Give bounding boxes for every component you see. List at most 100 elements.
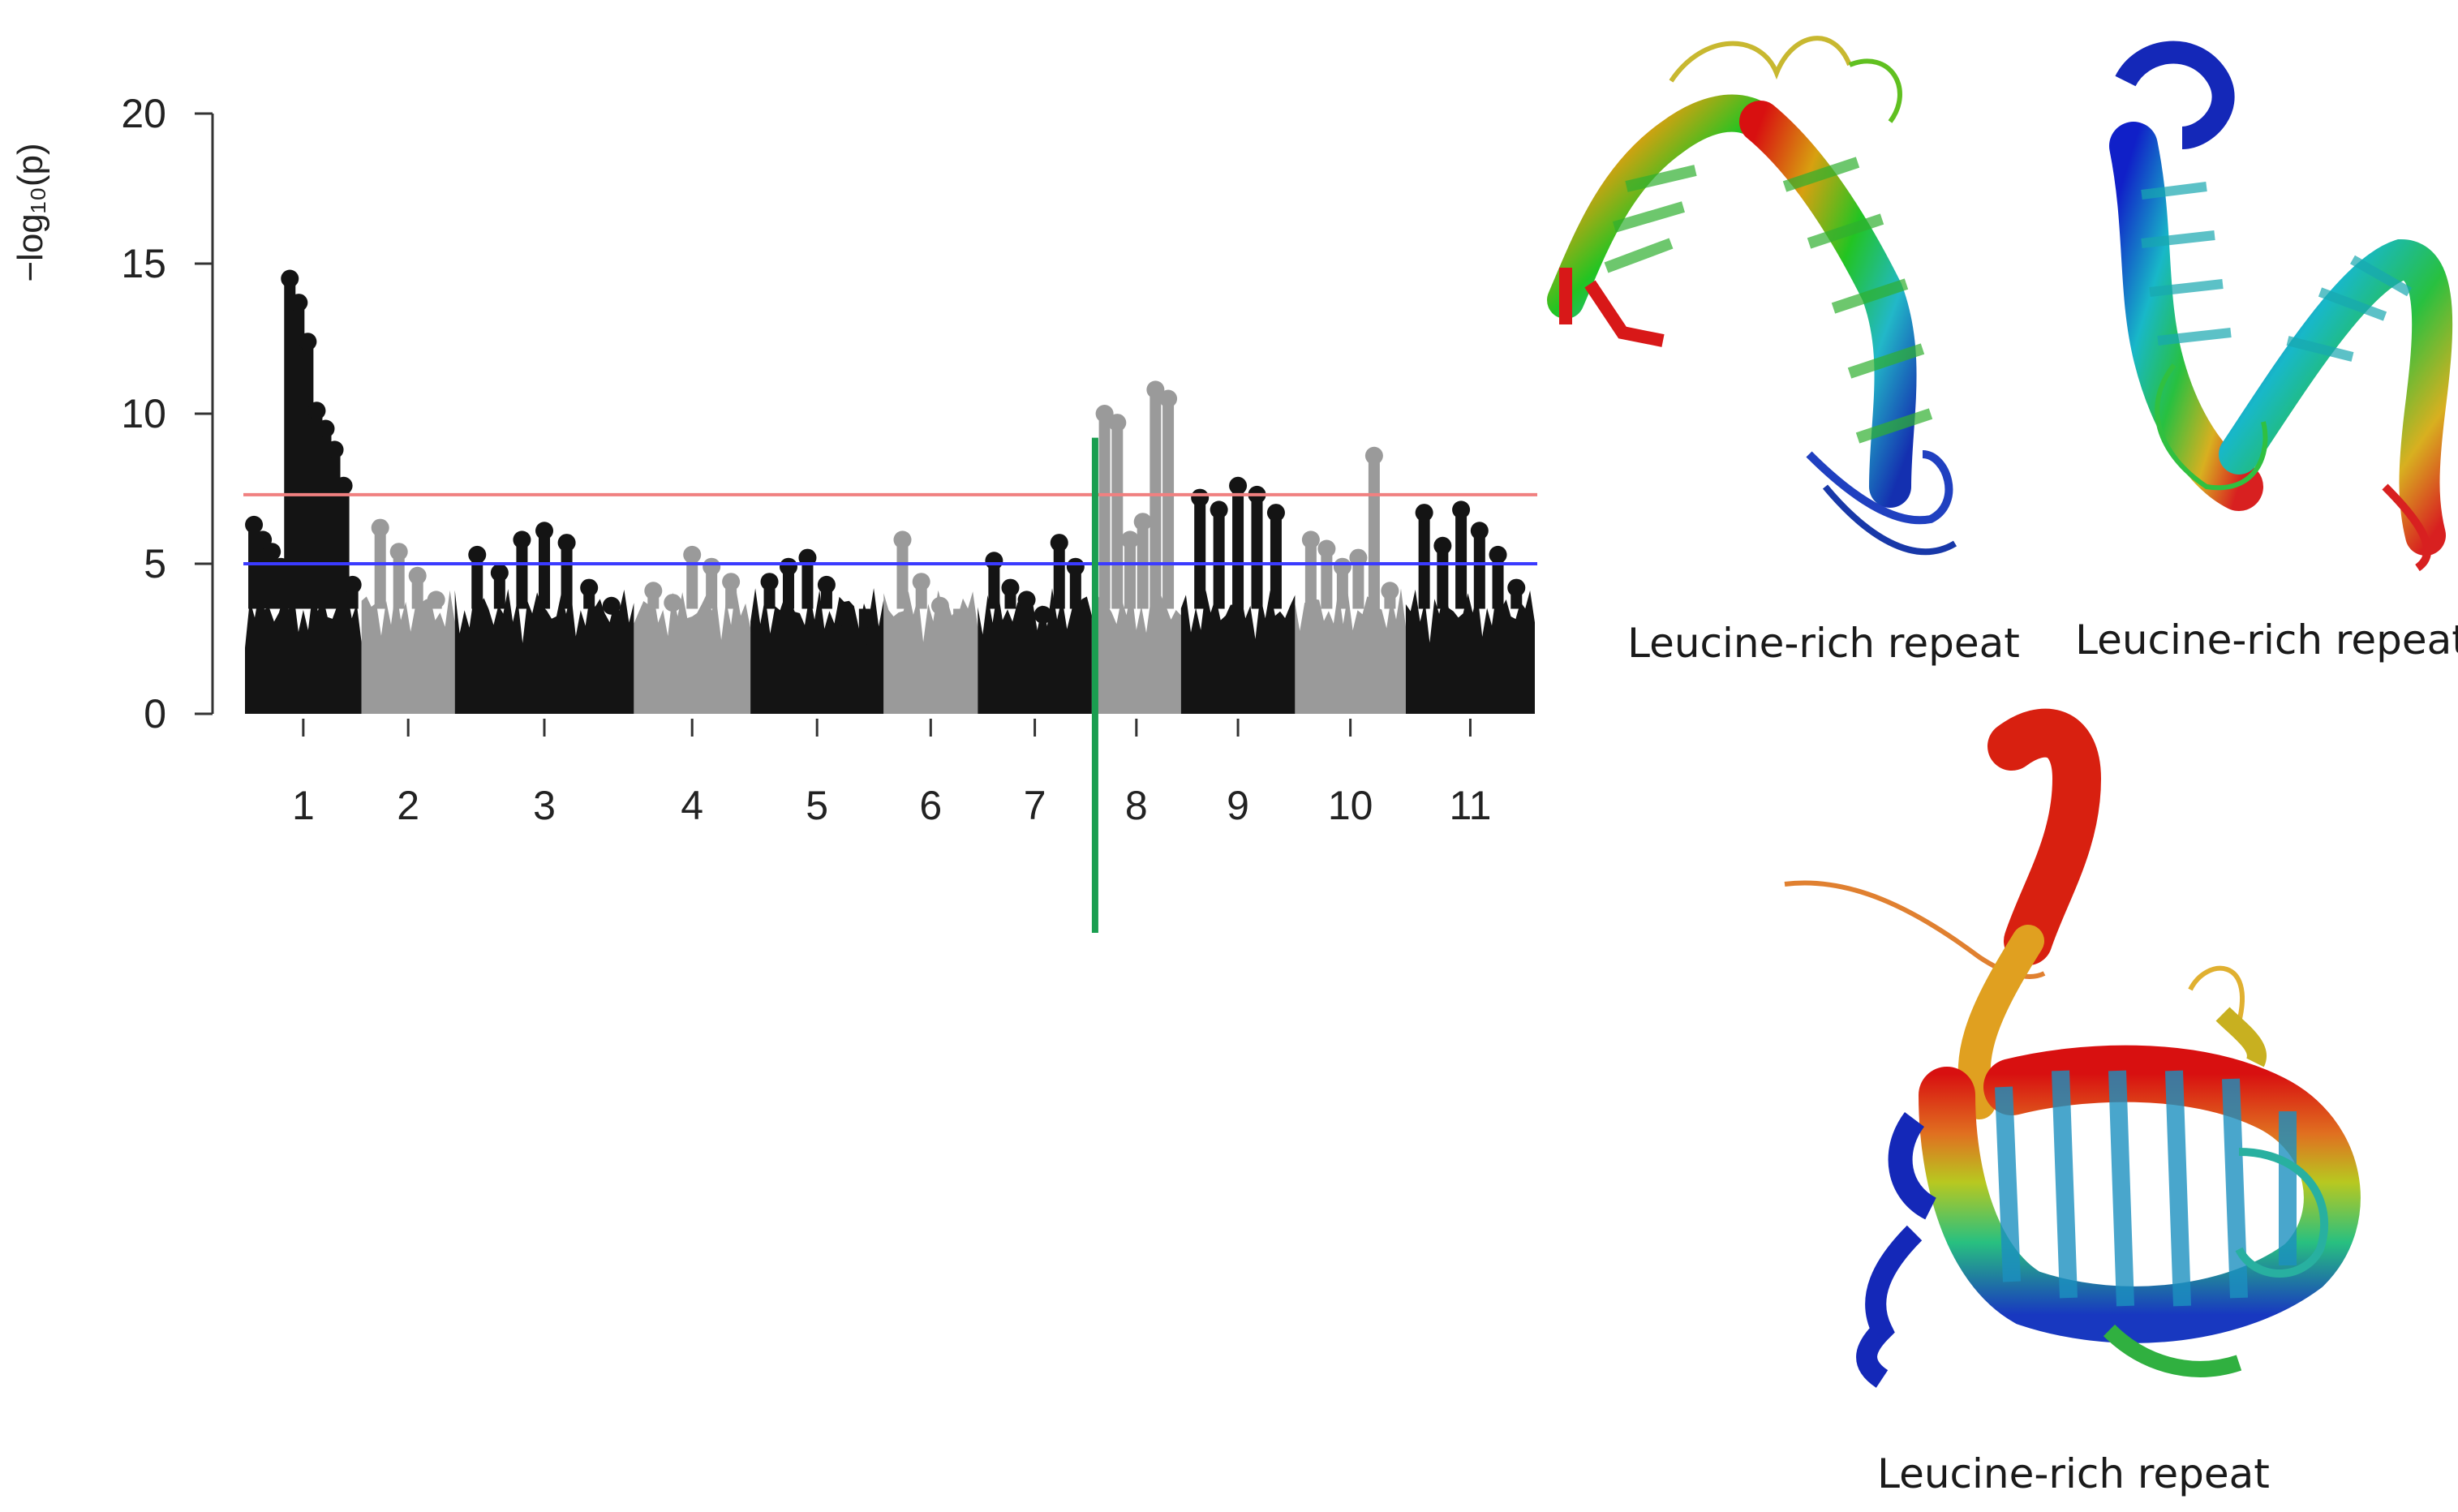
chromosome-3-peak-point [557, 534, 576, 552]
chromosome-8-baseline [1091, 588, 1181, 714]
x-tick-label-chr-4: 4 [681, 783, 703, 828]
x-tick-label-chr-6: 6 [919, 783, 942, 828]
chromosome-1-peak-point [343, 575, 362, 594]
chromosome-3-peak-point [490, 564, 509, 582]
x-tick-label-chr-3: 3 [533, 783, 556, 828]
chromosome-3-series [454, 589, 634, 714]
chromosome-9-peak-point [1229, 476, 1248, 495]
chromosome-11-peak-point [1433, 536, 1452, 555]
x-tick-label-chr-7: 7 [1024, 783, 1046, 828]
chromosome-10-baseline [1295, 588, 1406, 714]
chromosome-9-peak-point [1191, 488, 1210, 507]
chromosome-4-series [634, 588, 751, 714]
chromosome-9-baseline [1180, 590, 1296, 714]
x-tick-label-chr-5: 5 [806, 783, 828, 828]
chromosome-10-peak-point [1381, 582, 1399, 600]
chromosome-5-peak-point [855, 626, 874, 645]
chromosome-6-peak-point [893, 530, 912, 549]
chromosome-3-baseline [454, 589, 634, 714]
chromosome-10-peak-point [1333, 557, 1351, 576]
chromosome-2-peak-point [389, 543, 408, 561]
chromosome-11-baseline [1405, 589, 1535, 714]
chromosome-10-peak-point [1301, 530, 1320, 549]
chromosome-1-peak-point [316, 419, 335, 438]
chromosome-3-peak-point [535, 522, 554, 540]
chromosome-3-peak-point [468, 545, 487, 564]
chromosome-1-series [245, 590, 362, 714]
chromosome-1-baseline [245, 590, 362, 714]
protein-structure-b: Leucine-rich repeat [2075, 41, 2458, 664]
chromosome-4-peak-point [664, 594, 682, 612]
chromosome-11-series [1405, 589, 1535, 714]
chromosome-7-peak-point [1001, 578, 1020, 597]
x-tick-label-chr-2: 2 [397, 783, 419, 828]
chromosome-2-series [361, 587, 455, 714]
chromosome-7-peak-point [1050, 534, 1068, 552]
y-tick-label: 10 [121, 391, 166, 436]
chromosome-1-peak-point [290, 294, 308, 312]
chromosome-3-peak-point [513, 530, 531, 549]
chromosome-7-peak-point [1017, 591, 1036, 609]
chromosome-8-peak-point [1095, 405, 1114, 423]
chromosome-11-peak-point [1415, 504, 1433, 522]
chromosome-10-series [1295, 588, 1406, 714]
chromosome-1-peak-point [281, 269, 299, 288]
chromosome-4-peak-point [722, 573, 741, 591]
chromosome-8-peak-point [1133, 513, 1152, 531]
chromosome-9-peak-point [1266, 504, 1285, 522]
x-axis: 1 2 3 4 5 6 7 8 9 10 11 [292, 719, 1491, 828]
chromosome-10-peak-point [1317, 539, 1336, 558]
chromosome-2-peak-point [371, 518, 389, 537]
chromosome-5-peak-point [779, 557, 797, 576]
chromosome-1-peak-point [325, 440, 344, 459]
chromosome-blocks [245, 587, 1535, 714]
x-tick-label-chr-8: 8 [1125, 783, 1148, 828]
y-axis-label: −log₁₀(p) [11, 143, 50, 281]
chromosome-11-peak-point [1452, 500, 1471, 519]
protein-structure-c: Leucine-rich repeat [1784, 708, 2361, 1497]
y-tick-label: 5 [144, 541, 166, 586]
chromosome-4-peak-point [703, 557, 721, 576]
x-tick-label-chr-11: 11 [1449, 783, 1491, 828]
chromosome-6-peak-point [950, 612, 969, 630]
y-axis: 0 5 10 15 20 [121, 91, 214, 737]
chromosome-7-baseline [978, 588, 1092, 714]
chromosome-8-peak-point [1120, 530, 1139, 549]
chromosome-5-peak-point [836, 608, 855, 627]
chromosome-4-peak-point [683, 545, 702, 564]
y-tick-label: 20 [121, 91, 166, 136]
structure-c-caption: Leucine-rich repeat [1877, 1450, 2270, 1497]
structure-b-caption: Leucine-rich repeat [2075, 616, 2458, 664]
chromosome-1-peak-point [334, 476, 353, 495]
chromosome-6-peak-point [930, 596, 949, 615]
chromosome-11-peak-point [1507, 578, 1526, 597]
chromosome-1-peak-point [263, 543, 281, 561]
x-tick-label-chr-10: 10 [1328, 783, 1373, 828]
manhattan-plot: 0 5 10 15 20 1 2 3 4 5 6 7 8 9 10 11 −log₁₀(p) [11, 91, 1537, 933]
chromosome-5-peak-point [817, 575, 836, 594]
chromosome-5-peak-point [760, 573, 779, 591]
chromosome-2-peak-point [427, 591, 445, 609]
chromosome-1-peak-point [307, 402, 326, 420]
chromosome-7-series [978, 588, 1092, 714]
chromosome-9-series [1180, 590, 1296, 714]
chromosome-3-peak-point [580, 578, 599, 597]
y-tick-label: 0 [144, 691, 166, 737]
chromosome-9-peak-point [1210, 500, 1228, 519]
x-tick-label-chr-1: 1 [292, 783, 315, 828]
chromosome-8-peak-point [1108, 414, 1127, 432]
chromosome-4-baseline [634, 588, 751, 714]
chromosome-2-baseline [361, 587, 455, 714]
chromosome-8-peak-point [1159, 389, 1178, 408]
chromosome-6-peak-point [912, 573, 930, 591]
chromosome-10-peak-point [1364, 446, 1383, 465]
chromosome-11-peak-point [1489, 545, 1507, 564]
chromosome-7-peak-point [1033, 605, 1052, 624]
protein-structure-a: Leucine-rich repeat [1547, 36, 2020, 667]
chromosome-1-peak-point [245, 515, 264, 534]
x-tick-label-chr-9: 9 [1227, 783, 1249, 828]
chromosome-7-peak-point [985, 552, 1003, 570]
chromosome-3-peak-point [602, 596, 621, 615]
chromosome-7-peak-point [1066, 557, 1085, 576]
chromosome-2-peak-point [408, 566, 427, 585]
